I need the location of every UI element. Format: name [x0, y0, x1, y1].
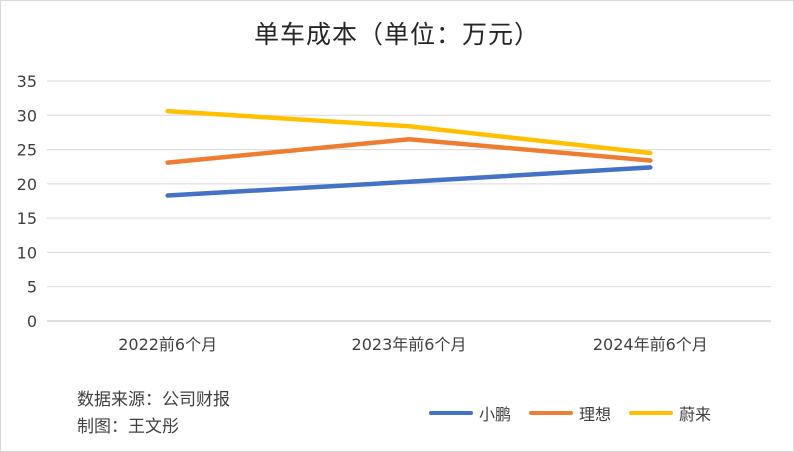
y-tick-label: 30	[17, 106, 37, 125]
y-tick-label: 25	[17, 141, 37, 160]
y-tick-label: 5	[27, 278, 37, 297]
source-note: 数据来源：公司财报	[77, 390, 230, 410]
series-line-2	[165, 108, 653, 156]
legend-swatch-xiaopeng	[429, 411, 473, 415]
legend-label-xiaopeng: 小鹏	[479, 405, 512, 424]
y-tick-label: 35	[17, 72, 37, 91]
y-tick-label: 10	[17, 243, 37, 262]
y-tick-label: 20	[17, 175, 37, 194]
x-tick-label: 2024年前6个月	[593, 335, 708, 354]
x-tick-label: 2023年前6个月	[352, 335, 467, 354]
legend: 小鹏 理想 蔚来	[429, 401, 711, 425]
legend-item-lixiang: 理想	[529, 401, 611, 425]
x-tick-label: 2022前6个月	[118, 335, 217, 354]
chart-title: 单车成本（单位：万元）	[253, 20, 540, 49]
y-tick-label: 0	[27, 312, 37, 331]
author-note: 制图：王文彤	[77, 417, 179, 437]
legend-swatch-nio	[629, 411, 674, 415]
y-tick-label: 15	[17, 209, 37, 228]
legend-swatch-lixiang	[529, 411, 574, 415]
legend-item-xiaopeng: 小鹏	[429, 401, 511, 425]
series-line-1	[165, 137, 653, 165]
legend-label-lixiang: 理想	[579, 405, 612, 424]
legend-item-nio: 蔚来	[629, 401, 711, 425]
legend-label-nio: 蔚来	[679, 405, 712, 424]
series-line-0	[165, 165, 653, 198]
